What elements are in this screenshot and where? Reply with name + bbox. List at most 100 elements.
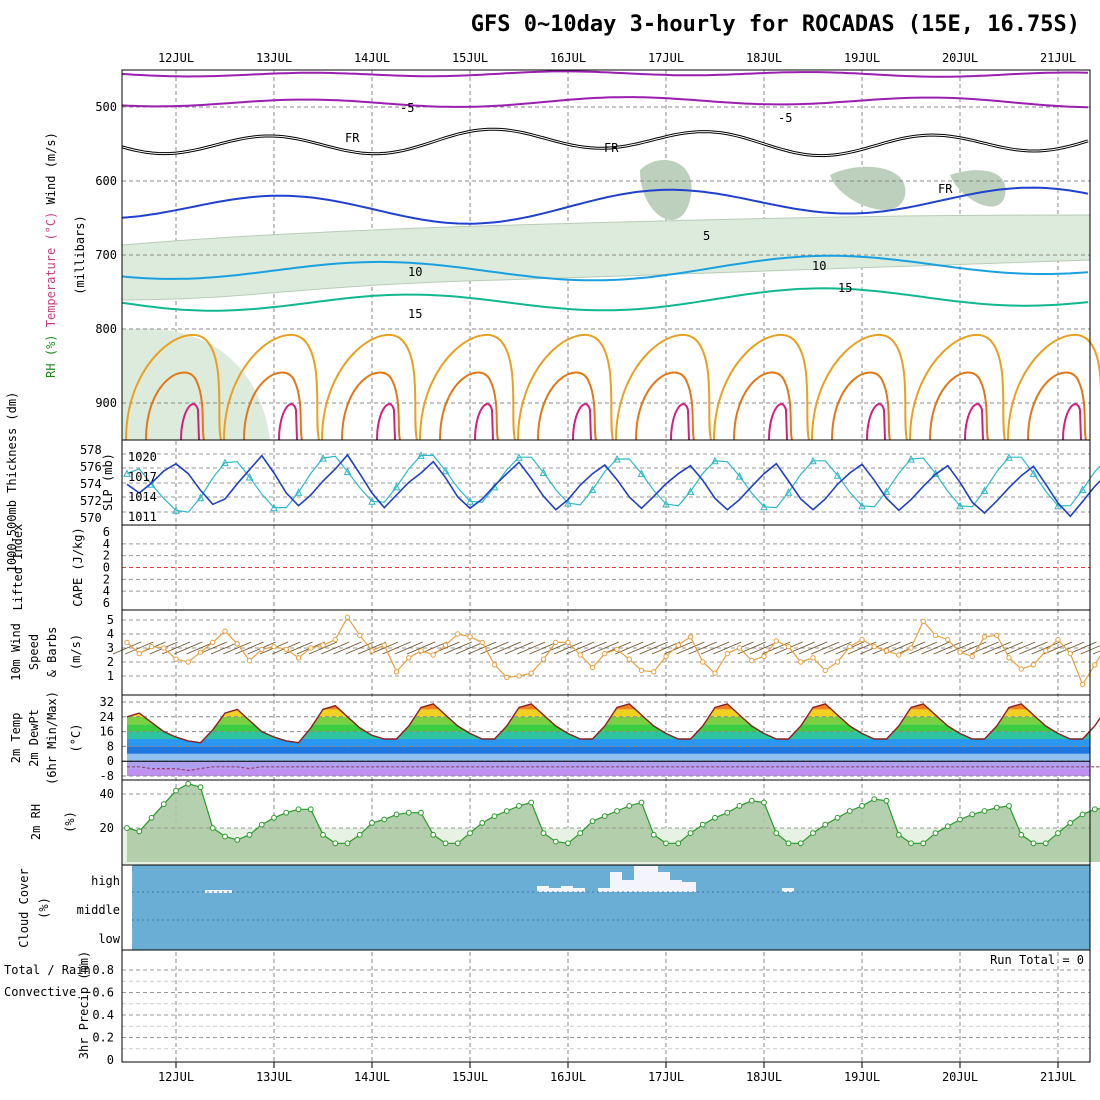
contour-20c — [223, 334, 320, 441]
wind-speed-point — [173, 656, 179, 662]
thickness-marker — [392, 482, 401, 491]
wind-speed-point — [320, 642, 326, 648]
high-cloud-gap — [610, 872, 622, 892]
rh-point — [601, 813, 608, 819]
thickness-marker — [686, 487, 695, 495]
slp-tick-label: 1014 — [128, 490, 157, 504]
rh-point — [246, 831, 253, 838]
wind-speed-point — [908, 645, 914, 651]
rh-point — [1042, 840, 1049, 847]
contour-minus10 — [121, 70, 1089, 78]
contour-freezing-inner — [121, 128, 1089, 157]
wind-speed-point — [283, 646, 289, 653]
high-cloud-gap — [561, 886, 573, 892]
wind-speed-point — [1018, 666, 1024, 672]
contour-label: -5 — [400, 101, 414, 115]
thickness-marker — [1078, 485, 1087, 494]
temp-color-band — [127, 703, 1090, 710]
rh-point — [920, 840, 927, 847]
wind-barb — [811, 641, 840, 655]
rh-point — [442, 840, 449, 847]
contour-20c — [419, 334, 516, 441]
pressure-tick-label: 800 — [95, 322, 117, 336]
rh-point — [173, 787, 179, 794]
date-label-bottom: 16JUL — [550, 1070, 586, 1084]
temp-tick-label: -8 — [100, 769, 114, 783]
wind-barb — [933, 641, 962, 655]
rh-point — [393, 811, 400, 818]
wind-speed-point — [344, 614, 351, 620]
wind-barb — [210, 641, 240, 655]
high-cloud-gap — [658, 872, 670, 892]
wind-speed-point — [259, 646, 265, 653]
li-tick-label: 4 — [103, 584, 110, 598]
thickness-marker — [858, 501, 866, 510]
wind-speed-point — [859, 636, 865, 643]
wind-tick-label: 3 — [107, 641, 114, 655]
precip-frame — [121, 949, 1091, 1063]
cloud-level-middle: middle — [77, 903, 120, 917]
thickness-marker — [368, 497, 376, 505]
rh-point — [540, 830, 547, 836]
temp-color-band — [127, 724, 1090, 732]
wind-barb — [1031, 641, 1060, 655]
temp-color-band — [127, 739, 1090, 747]
rh-point — [1018, 831, 1025, 838]
contour-30c — [1062, 403, 1082, 441]
temp-line — [126, 703, 1100, 744]
wind-speed-point — [222, 628, 228, 634]
wind-barb — [786, 641, 815, 655]
date-label-top: 17JUL — [648, 51, 684, 65]
contour-25c — [537, 371, 597, 441]
rh-point — [356, 831, 363, 838]
date-label-bottom: 19JUL — [844, 1070, 880, 1084]
wind-speed-point — [430, 652, 436, 658]
wind-barb — [847, 641, 877, 655]
slp-tick-label: 1017 — [128, 470, 157, 484]
bottom-date-labels: 12JUL 13JUL 14JUL 15JUL 16JUL 17JUL 18JUL 19JUL… — [158, 1062, 1076, 1084]
slp-ylabel: SLP (mb) — [101, 453, 115, 511]
wind-barb — [872, 641, 901, 655]
date-label-top: 12JUL — [158, 51, 194, 65]
rh-point — [944, 823, 951, 830]
thickness-ylabel: 1000-500mb Thickness (dm) — [5, 392, 19, 573]
temp-ylabel-1: 2m Temp — [9, 713, 23, 764]
wind-barb — [480, 641, 509, 655]
wind-barb — [1056, 641, 1085, 655]
wind-speed-point — [871, 643, 877, 650]
contour-30c — [278, 403, 298, 441]
date-label-bottom: 13JUL — [256, 1070, 292, 1084]
wind-barb — [357, 641, 387, 655]
wind-barb — [798, 641, 828, 655]
thickness-marker — [1029, 469, 1038, 477]
wind-barb — [1068, 641, 1097, 655]
rh-point — [307, 806, 314, 813]
thickness-slp-panel: 1020 1017 1014 1011 578 576 574 572 570 1000-500m… — [5, 392, 1100, 573]
contour-20c — [615, 334, 712, 441]
wind-speed-point — [210, 639, 216, 646]
thickness-tick-label: 572 — [80, 494, 102, 508]
wind-barb — [382, 641, 411, 655]
pressure-tick-label: 600 — [95, 174, 117, 188]
wind-barb — [566, 641, 595, 655]
wind-speed-point — [308, 645, 314, 651]
rh-point — [883, 797, 890, 804]
wind-barb — [174, 641, 203, 655]
contour-30c — [376, 403, 396, 441]
pressure-tick-label: 500 — [95, 100, 117, 114]
upper-air-unit: (millibars) — [73, 215, 87, 294]
temp-ylabel-3: (6hr Min/Max) — [45, 691, 59, 785]
date-label-bottom: 12JUL — [158, 1070, 194, 1084]
rh-point — [626, 803, 633, 809]
date-label-bottom: 14JUL — [354, 1070, 390, 1084]
thickness-marker — [956, 501, 964, 510]
precip-tick-label: 0.6 — [92, 986, 114, 1000]
contour-30c — [768, 403, 788, 441]
wind-speed-point — [1092, 662, 1098, 668]
wind-ylabel-3: & Barbs — [45, 627, 59, 678]
rh-point — [1006, 803, 1012, 809]
wind-barb — [468, 641, 497, 655]
high-cloud-gap — [782, 888, 794, 892]
wind-speed-point — [406, 655, 412, 661]
